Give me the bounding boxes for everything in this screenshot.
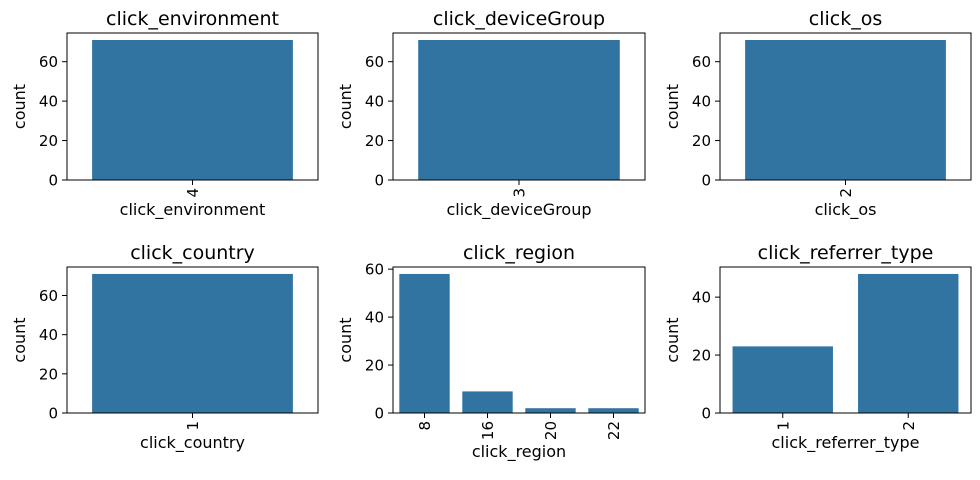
y-tick-label: 0 xyxy=(701,405,711,423)
x-axis-label: click_deviceGroup xyxy=(446,200,591,220)
y-axis-label: count xyxy=(10,84,29,129)
y-tick-label: 60 xyxy=(39,53,58,71)
bar-22 xyxy=(588,408,639,413)
bar-1 xyxy=(92,273,293,413)
y-axis-label: count xyxy=(336,84,355,129)
x-tick-label: 1 xyxy=(184,421,202,431)
x-tick-label: 2 xyxy=(837,188,855,198)
y-tick-label: 60 xyxy=(365,53,384,71)
y-tick-label: 40 xyxy=(39,326,58,344)
bar-20 xyxy=(525,408,576,413)
x-tick-label: 4 xyxy=(184,188,202,198)
subplot-title: click_country xyxy=(130,242,255,264)
y-axis-label: count xyxy=(663,317,682,362)
subplot-title: click_deviceGroup xyxy=(433,8,605,30)
y-tick-label: 0 xyxy=(701,172,711,190)
y-tick-label: 0 xyxy=(48,405,58,423)
y-tick-label: 0 xyxy=(48,172,58,190)
y-tick-label: 20 xyxy=(39,132,58,150)
axes-frame xyxy=(392,266,646,414)
y-tick-label: 20 xyxy=(365,132,384,150)
y-tick-label: 40 xyxy=(365,309,384,327)
subplot-title: click_os xyxy=(809,8,882,30)
bar-2 xyxy=(745,40,946,180)
y-tick-label: 20 xyxy=(365,357,384,375)
bar-8 xyxy=(399,273,450,413)
x-tick-label: 16 xyxy=(479,421,497,440)
y-tick-label: 60 xyxy=(39,287,58,305)
x-tick-label: 2 xyxy=(900,421,918,431)
x-tick-label: 22 xyxy=(605,421,623,440)
bar-1 xyxy=(732,346,833,413)
axes-frame xyxy=(719,266,972,414)
y-axis-label: count xyxy=(10,317,29,362)
y-tick-label: 0 xyxy=(374,405,384,423)
subplot-title: click_referrer_type xyxy=(758,242,934,264)
x-tick-label: 3 xyxy=(511,188,529,198)
y-tick-label: 40 xyxy=(365,93,384,111)
subplot-title: click_region xyxy=(463,242,575,264)
subplot-click_referrer_type: 0 20 40 1 2 click_referrer_type click_referrer… xyxy=(663,242,972,453)
subplot-click_environment: 0 20 40 60 4 click_environment click_environme… xyxy=(10,8,319,220)
y-tick-label: 60 xyxy=(692,53,711,71)
bar-3 xyxy=(418,40,620,180)
x-tick-label: 1 xyxy=(774,421,792,431)
y-tick-label: 0 xyxy=(374,172,384,190)
x-axis-label: click_country xyxy=(140,433,245,453)
subplot-title: click_environment xyxy=(106,8,279,30)
y-tick-label: 40 xyxy=(692,289,711,307)
y-tick-label: 20 xyxy=(39,365,58,383)
y-tick-label: 20 xyxy=(692,347,711,365)
x-axis-label: click_os xyxy=(815,200,877,220)
y-tick-label: 20 xyxy=(692,132,711,150)
x-axis-label: click_environment xyxy=(120,200,266,220)
bar-2 xyxy=(858,273,959,413)
y-tick-label: 40 xyxy=(692,93,711,111)
bar-16 xyxy=(462,391,513,413)
y-axis-label: count xyxy=(336,317,355,362)
x-tick-label: 8 xyxy=(416,421,434,431)
y-axis-label: count xyxy=(663,84,682,129)
bar-4 xyxy=(92,40,293,180)
x-axis-label: click_region xyxy=(472,442,566,462)
y-tick-label: 60 xyxy=(365,261,384,279)
x-tick-label: 20 xyxy=(542,421,560,440)
y-tick-label: 40 xyxy=(39,93,58,111)
subplot-click_deviceGroup: 0 20 40 60 3 click_deviceGroup click_deviceGro… xyxy=(336,8,646,220)
x-axis-label: click_referrer_type xyxy=(772,433,920,453)
